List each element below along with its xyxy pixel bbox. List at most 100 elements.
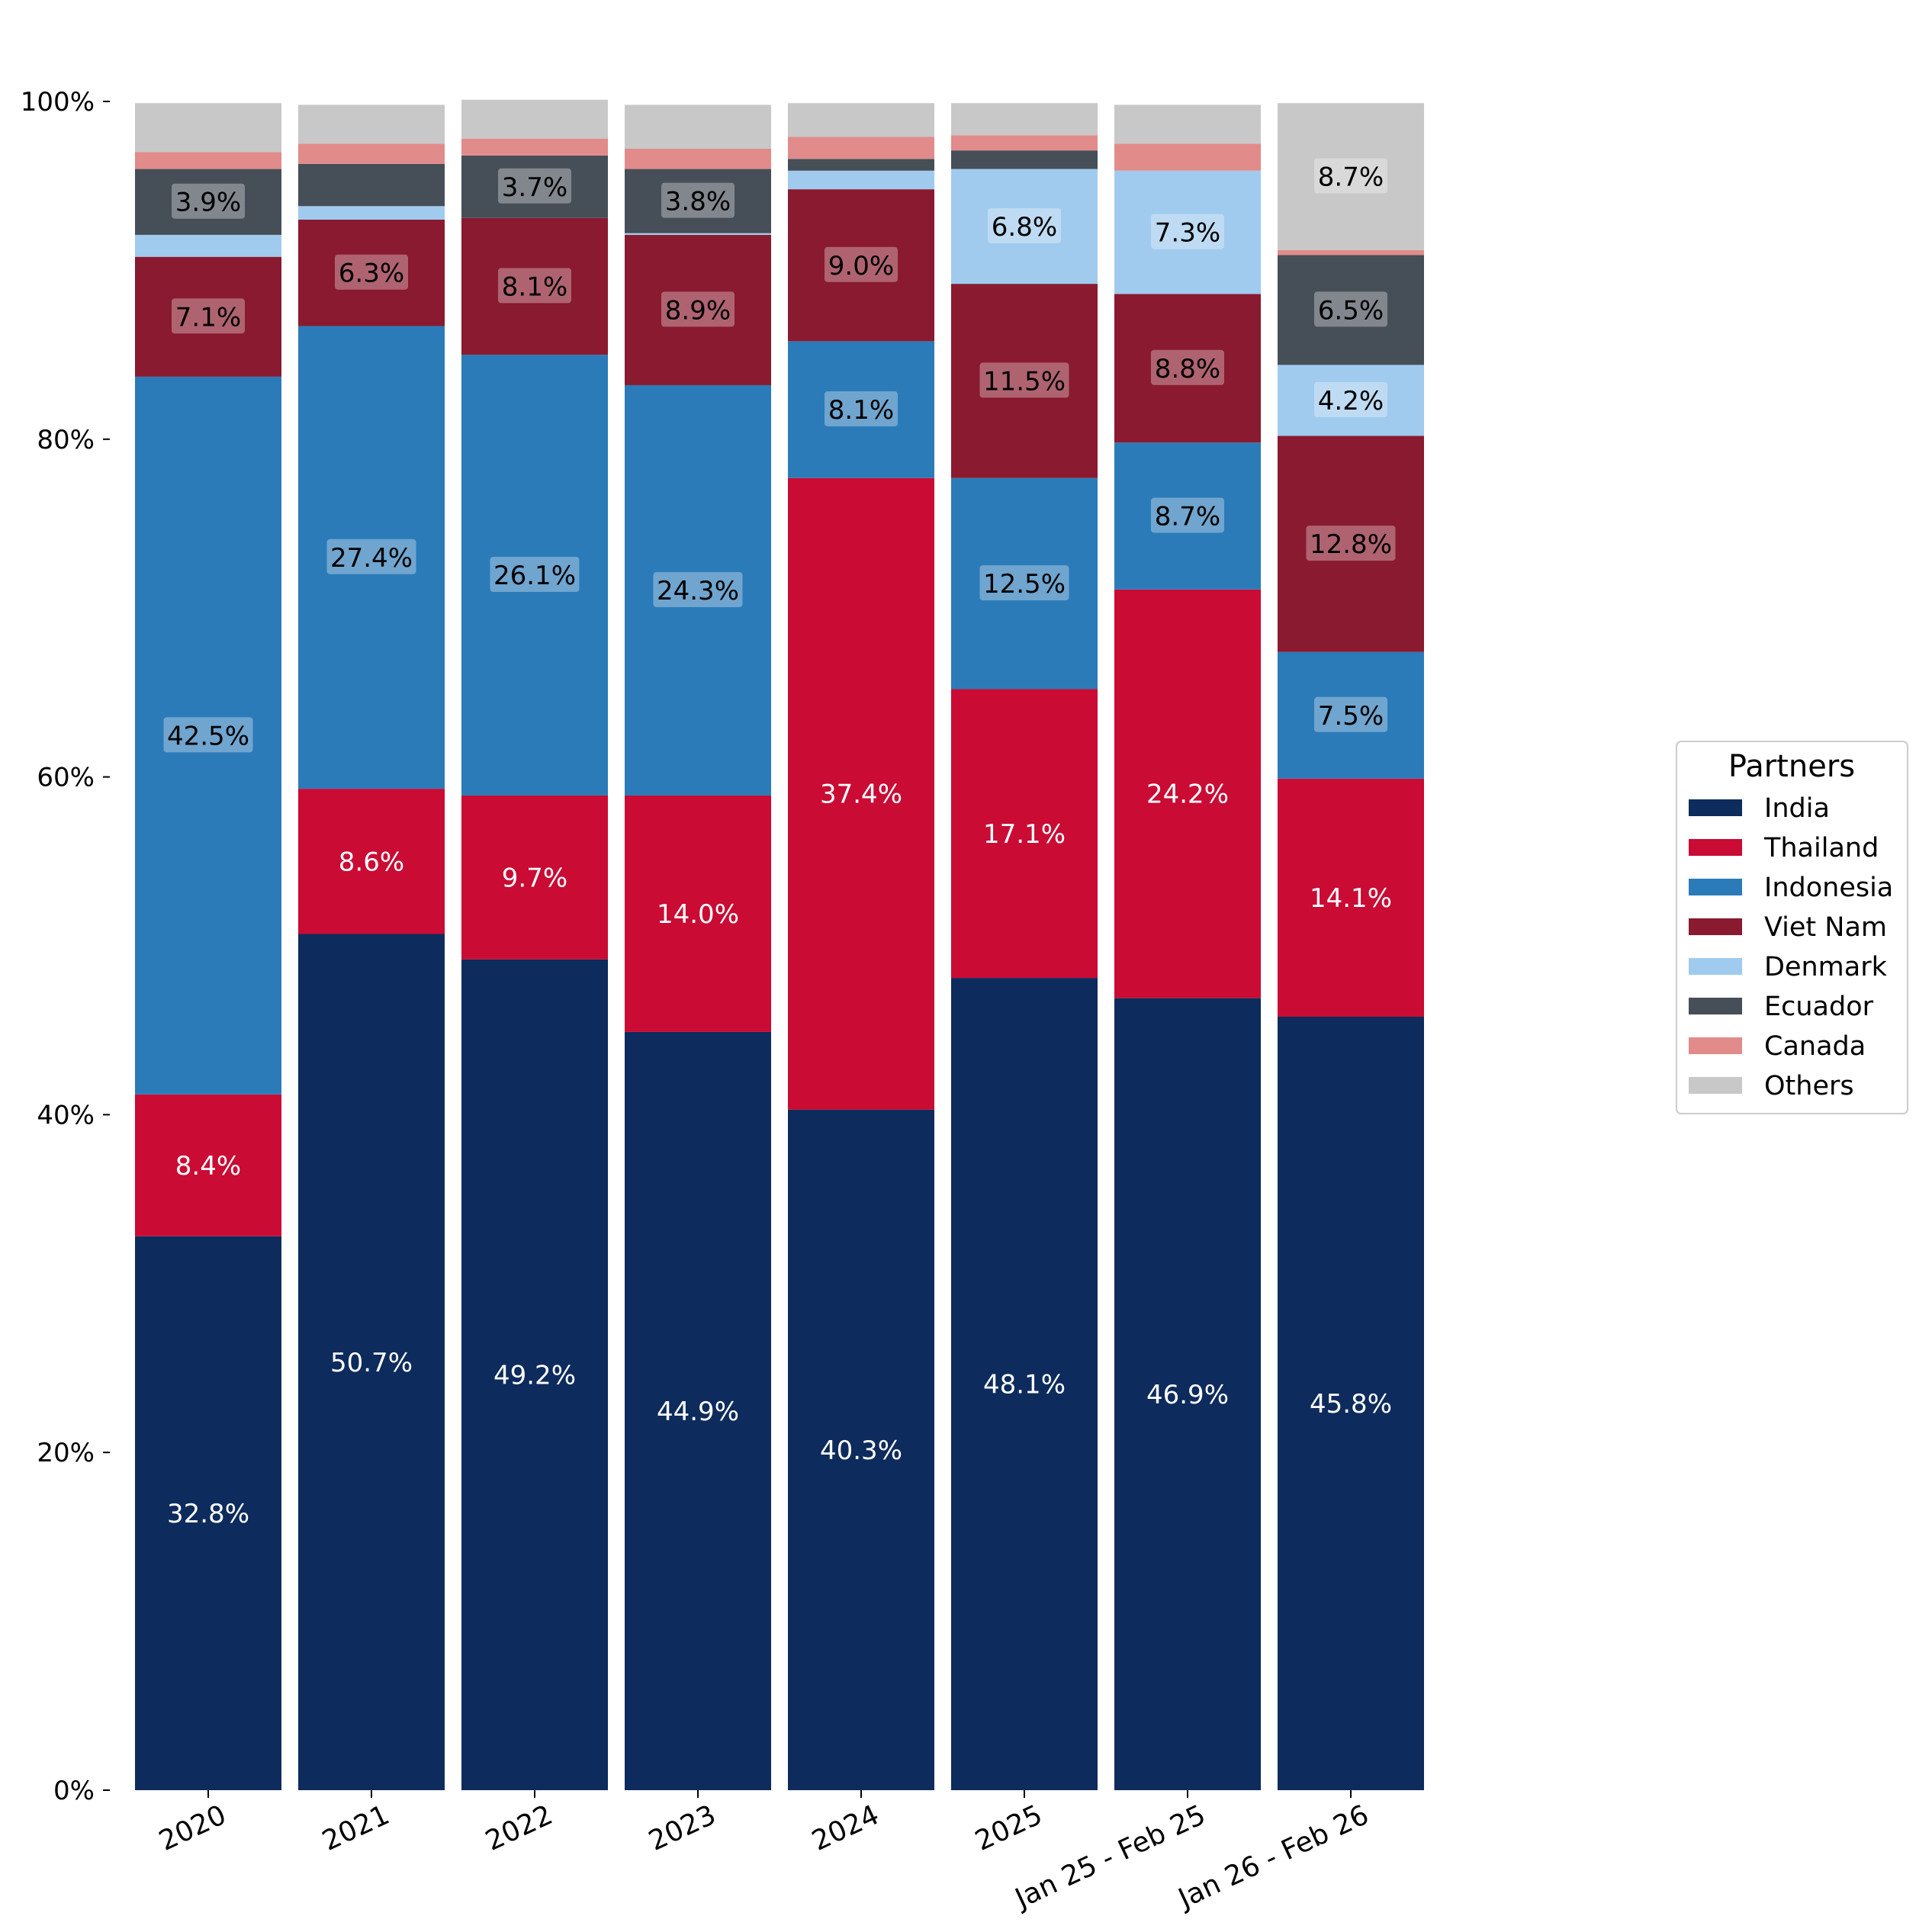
bar-segment-indonesia: [625, 384, 771, 796]
bar-segment-denmark: [625, 233, 771, 235]
x-tick-label: 2020: [154, 1799, 230, 1857]
legend-label-canada: Canada: [1764, 1031, 1866, 1062]
y-tick-label: 60%: [37, 763, 95, 793]
bar-segment-india: [298, 934, 445, 1790]
data-label-thailand: 24.2%: [1146, 780, 1229, 810]
data-label-indonesia: 42.5%: [167, 721, 249, 751]
bar-segment-viet-nam: [461, 217, 608, 355]
data-label-thailand: 14.1%: [1310, 883, 1392, 914]
data-label-background: [1151, 349, 1224, 385]
data-label-viet-nam: 9.0%: [828, 251, 894, 281]
bar-segment-viet-nam: [298, 219, 445, 326]
data-label-thailand: 8.4%: [175, 1151, 241, 1182]
bar-segment-canada: [1114, 143, 1261, 171]
bar-segment-canada: [951, 135, 1098, 151]
y-axis: 0% 20% 40% 60% 80% 100%: [21, 87, 110, 1806]
data-label-background: [172, 298, 245, 334]
bar-segment-denmark: [298, 206, 445, 220]
data-label-background: [1314, 158, 1387, 194]
bar-segment-viet-nam: [951, 284, 1098, 478]
data-label-denmark: 4.2%: [1318, 386, 1384, 416]
data-label-background: [988, 207, 1061, 243]
data-label-denmark: 7.3%: [1155, 218, 1220, 249]
data-label-india: 40.3%: [820, 1435, 902, 1466]
bar-segment-canada: [1278, 249, 1424, 256]
legend-swatch-india: [1689, 799, 1742, 816]
legend-label-thailand: Thailand: [1763, 833, 1879, 863]
bar-segment-canada: [298, 143, 445, 164]
segment-labels: 32.8% 8.4% 42.5% 7.1% 3.9% 50.7% 8.6% 27.4% 6.3%…: [163, 158, 1396, 1529]
bar-segment-ecuador: [1278, 255, 1424, 365]
bar-segment-denmark: [1278, 365, 1424, 436]
data-label-india: 44.9%: [657, 1397, 739, 1427]
bar-segment-viet-nam: [135, 256, 281, 377]
bar-segment-thailand: [625, 795, 771, 1032]
data-label-india: 50.7%: [330, 1348, 413, 1378]
data-label-india: 46.9%: [1146, 1380, 1229, 1410]
data-label-ecuador: 6.5%: [1318, 295, 1384, 326]
data-label-indonesia: 7.5%: [1318, 701, 1384, 731]
bar-segment-others: [461, 99, 608, 139]
bar-segment-ecuador: [461, 155, 608, 218]
bar-segment-others: [951, 103, 1098, 136]
y-tick-label: 20%: [37, 1438, 95, 1468]
data-label-thailand: 8.6%: [339, 847, 404, 877]
legend-swatch-indonesia: [1689, 879, 1742, 895]
data-label-viet-nam: 7.1%: [175, 302, 241, 333]
bar-segment-indonesia: [951, 477, 1098, 690]
data-label-ecuador: 3.9%: [175, 188, 241, 218]
bar-segment-ecuador: [951, 150, 1098, 169]
bar-segment-india: [1278, 1016, 1424, 1790]
bar-segment-thailand: [951, 689, 1098, 979]
data-label-thailand: 9.7%: [502, 863, 567, 893]
data-label-denmark: 6.8%: [992, 212, 1057, 243]
bar-segment-viet-nam: [625, 234, 771, 385]
bar-segment-others: [298, 104, 445, 144]
bar-segment-indonesia: [135, 376, 281, 1095]
legend-swatch-viet-nam: [1689, 918, 1742, 935]
data-label-thailand: 37.4%: [820, 780, 902, 810]
bar-segment-ecuador: [788, 159, 934, 171]
legend-title: Partners: [1728, 749, 1855, 784]
bar-segment-indonesia: [788, 341, 934, 478]
data-label-background: [1314, 291, 1387, 327]
data-label-background: [1314, 696, 1387, 732]
x-tick-label: 2024: [807, 1799, 883, 1857]
legend-label-india: India: [1764, 793, 1830, 824]
legend-swatch-canada: [1689, 1037, 1742, 1054]
data-label-viet-nam: 12.8%: [1310, 529, 1392, 560]
data-label-background: [498, 168, 571, 204]
bar-segment-thailand: [1278, 778, 1424, 1017]
legend-swatch-ecuador: [1689, 998, 1742, 1014]
y-tick-label: 0%: [53, 1776, 95, 1806]
legend: Partners India Thailand Indonesia Viet Nam D…: [1676, 741, 1908, 1114]
bar-segment-india: [461, 959, 608, 1790]
data-label-indonesia: 27.4%: [330, 543, 413, 574]
bar-segment-ecuador: [625, 169, 771, 233]
bars: [135, 99, 1424, 1790]
legend-items: India Thailand Indonesia Viet Nam Denmark Ecu…: [1689, 793, 1893, 1101]
data-label-background: [172, 183, 245, 219]
x-tick-label: 2025: [970, 1799, 1046, 1857]
data-label-background: [163, 717, 253, 753]
bar-segment-others: [625, 104, 771, 149]
data-label-background: [825, 391, 898, 427]
legend-label-denmark: Denmark: [1764, 952, 1888, 982]
bar-segment-ecuador: [135, 169, 281, 235]
bar-segment-ecuador: [298, 163, 445, 207]
data-label-background: [653, 571, 743, 607]
bar-segment-india: [135, 1236, 281, 1790]
data-label-india: 45.8%: [1310, 1389, 1392, 1419]
y-tick-label: 100%: [21, 87, 95, 117]
y-tick-label: 40%: [37, 1100, 95, 1130]
data-label-viet-nam: 6.3%: [339, 259, 404, 289]
data-label-indonesia: 24.3%: [657, 576, 739, 606]
bar-segment-indonesia: [1114, 442, 1261, 590]
x-tick-label: 2022: [481, 1799, 557, 1857]
legend-swatch-thailand: [1689, 839, 1742, 856]
bar-segment-canada: [788, 137, 934, 159]
bar-segment-viet-nam: [1278, 436, 1424, 652]
bar-segment-viet-nam: [788, 189, 934, 342]
x-tick-label: 2021: [317, 1799, 394, 1857]
